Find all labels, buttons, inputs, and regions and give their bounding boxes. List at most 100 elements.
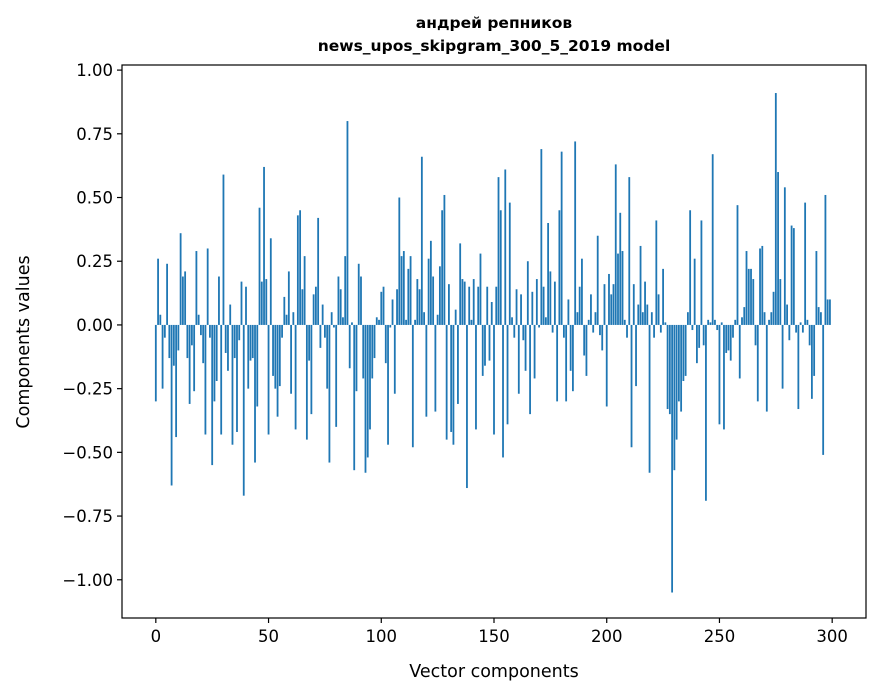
- bar: [729, 324, 732, 361]
- bar: [220, 324, 223, 435]
- bar: [677, 324, 680, 402]
- bar: [592, 324, 595, 333]
- bar: [786, 304, 788, 325]
- bar: [481, 324, 484, 376]
- bar: [691, 324, 694, 331]
- bar: [438, 266, 441, 325]
- bar: [540, 149, 543, 325]
- bar: [637, 304, 640, 325]
- x-tick-label: 300: [816, 627, 848, 646]
- bar: [738, 324, 741, 379]
- bar: [380, 291, 383, 325]
- bar: [617, 253, 619, 325]
- x-tick-label: 50: [258, 627, 279, 646]
- bar: [765, 324, 768, 412]
- bar: [269, 238, 272, 325]
- bar: [544, 317, 547, 325]
- bar: [648, 324, 651, 473]
- bar: [276, 324, 279, 417]
- bar: [675, 324, 678, 440]
- bar: [348, 324, 351, 369]
- bar: [360, 276, 362, 325]
- bar: [682, 324, 685, 381]
- bar: [378, 319, 380, 325]
- bar: [601, 324, 604, 351]
- bar: [429, 240, 432, 325]
- bar: [497, 177, 500, 325]
- bar: [157, 258, 159, 325]
- bar: [258, 207, 261, 325]
- bar: [727, 324, 730, 351]
- bar: [822, 324, 825, 455]
- bar: [718, 324, 721, 425]
- bar: [333, 324, 335, 328]
- bar: [396, 289, 398, 325]
- bar: [581, 258, 583, 325]
- bar: [375, 317, 378, 325]
- bar: [614, 164, 617, 325]
- bar: [249, 324, 252, 361]
- bar: [211, 324, 214, 466]
- bar: [790, 225, 793, 325]
- bar: [324, 324, 326, 338]
- bar: [326, 324, 329, 389]
- bar: [686, 312, 689, 325]
- bar: [299, 210, 302, 325]
- bar: [655, 220, 658, 325]
- bar: [524, 324, 527, 371]
- bar: [772, 291, 775, 325]
- bar: [202, 324, 205, 364]
- bar: [486, 286, 489, 325]
- bar: [213, 324, 216, 402]
- bar: [233, 324, 236, 359]
- bar: [263, 166, 265, 325]
- bar: [815, 251, 818, 325]
- bar: [337, 276, 340, 325]
- bar: [817, 307, 820, 325]
- bar: [317, 217, 320, 325]
- y-tick-label: 0.00: [76, 316, 113, 335]
- bar: [204, 324, 207, 435]
- y-tick-label: −0.50: [62, 443, 113, 462]
- bar: [599, 324, 601, 336]
- bar: [301, 289, 304, 325]
- bar: [479, 253, 482, 325]
- bar: [416, 279, 419, 325]
- bar: [281, 324, 283, 338]
- bar: [272, 324, 274, 376]
- bar: [475, 324, 477, 430]
- bar: [400, 256, 403, 325]
- bar: [549, 271, 552, 325]
- bar: [560, 151, 563, 325]
- bar: [711, 154, 714, 325]
- bar: [227, 324, 229, 371]
- bar: [342, 317, 344, 325]
- bar: [517, 324, 520, 394]
- bar: [321, 304, 324, 325]
- y-tick-label: −0.75: [62, 507, 113, 526]
- bar: [502, 324, 504, 458]
- bar: [594, 312, 597, 325]
- bar: [567, 299, 570, 325]
- bar: [608, 273, 610, 325]
- x-tick-label: 100: [366, 627, 398, 646]
- bar: [256, 324, 259, 407]
- bar: [351, 322, 353, 325]
- chart-title-line-2: news_upos_skipgram_300_5_2019 model: [318, 37, 671, 55]
- x-axis-label: Vector components: [409, 662, 578, 682]
- bar: [572, 324, 574, 392]
- bar: [630, 324, 633, 448]
- bar: [231, 324, 234, 445]
- bar: [761, 245, 764, 325]
- bar: [774, 93, 777, 325]
- bar: [463, 281, 466, 325]
- bar: [308, 324, 311, 361]
- bar: [267, 324, 270, 435]
- bar: [621, 251, 624, 325]
- bar: [632, 284, 635, 325]
- bar: [218, 276, 220, 325]
- bar: [759, 248, 761, 325]
- bar: [702, 324, 705, 346]
- bar: [641, 312, 644, 325]
